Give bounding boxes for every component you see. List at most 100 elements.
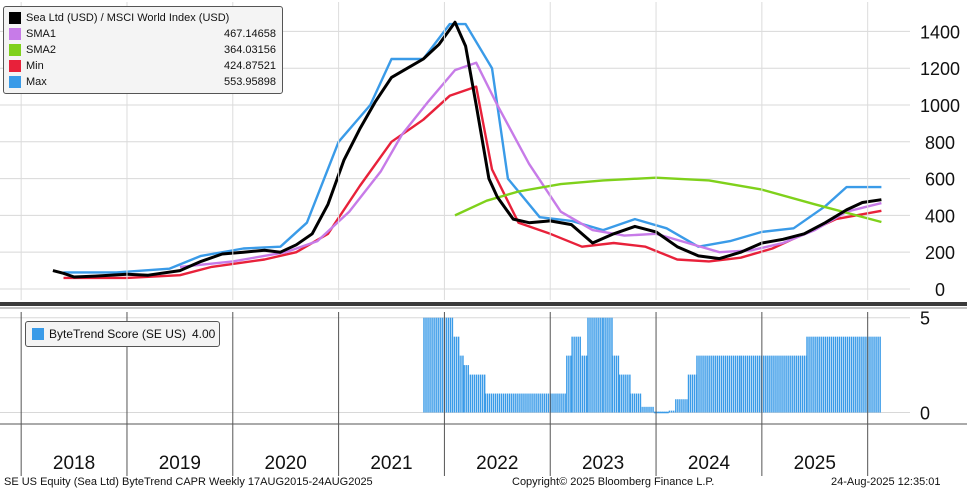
legend-item: SMA2 364.03156 [4, 42, 282, 58]
score-bar [471, 374, 474, 413]
x-tick-label: 2024 [688, 453, 731, 474]
legend-item: Max 553.95898 [4, 74, 282, 90]
score-bar [785, 355, 787, 413]
x-tick-label: 2023 [582, 453, 624, 474]
score-bar [681, 399, 683, 413]
score-bar [646, 406, 648, 413]
legend-swatch [9, 44, 21, 56]
score-bar [740, 355, 743, 413]
score-legend: ByteTrend Score (SE US) 4.00 [25, 321, 221, 347]
score-legend-value: 4.00 [191, 327, 216, 341]
score-bar [589, 317, 591, 413]
score-bar [623, 374, 625, 413]
score-bar [484, 393, 487, 413]
score-bar [502, 393, 505, 413]
score-bar [765, 355, 767, 413]
score-bar [648, 406, 650, 413]
score-bar [462, 355, 464, 413]
score-bar [816, 336, 818, 413]
score-bar [441, 317, 443, 413]
score-bar [629, 393, 632, 413]
score-bar [698, 355, 700, 413]
score-bar [687, 374, 690, 413]
score-bar [642, 406, 644, 413]
legend-rows: Sea Ltd (USD) / MSCI World Index (USD) SM… [4, 10, 282, 90]
score-bar [583, 355, 586, 413]
score-bar [531, 393, 533, 413]
score-bar [720, 355, 723, 413]
score-bar [575, 336, 577, 413]
legend-value: 553.95898 [224, 76, 276, 88]
price-legend: Sea Ltd (USD) / MSCI World Index (USD) SM… [3, 6, 283, 94]
main-y-tick-label: 400 [925, 206, 955, 226]
score-bar [746, 355, 749, 413]
score-bar [750, 355, 753, 413]
score-bar [570, 355, 572, 413]
score-bar [506, 393, 509, 413]
score-bar [832, 336, 835, 413]
score-bar [469, 374, 472, 413]
footer-right: 24-Aug-2025 12:35:01 [831, 476, 941, 488]
score-bar [851, 336, 853, 413]
score-bar [710, 355, 712, 413]
legend-label: SMA1 [26, 28, 56, 40]
score-bar [625, 374, 627, 413]
score-bar [479, 374, 482, 413]
score-bar [619, 374, 621, 413]
score-bar [789, 355, 791, 413]
score-bar [556, 393, 558, 413]
score-bar [577, 336, 579, 413]
score-bar [863, 336, 865, 413]
score-bar [597, 317, 599, 413]
legend-value: 364.03156 [224, 44, 276, 56]
x-tick-label: 2020 [265, 453, 307, 474]
score-bar [560, 393, 562, 413]
score-bar [562, 393, 564, 413]
score-bar [523, 393, 525, 413]
score-bar [611, 355, 614, 413]
score-bar [437, 317, 439, 413]
score-bar [517, 393, 519, 413]
legend-value: 424.87521 [224, 60, 276, 72]
score-y-axis: 05 [920, 309, 930, 424]
legend-swatch [9, 28, 21, 40]
score-bar [571, 336, 573, 413]
score-bar [521, 393, 523, 413]
score-bar [738, 355, 741, 413]
legend-label: Max [26, 76, 47, 88]
legend-swatch [9, 60, 21, 72]
score-bar [427, 317, 429, 413]
score-bar [617, 355, 620, 413]
score-bar [744, 355, 747, 413]
score-bar [758, 355, 761, 413]
series-line-max [63, 22, 882, 274]
score-y-tick-label: 5 [920, 309, 930, 329]
legend-label: Sea Ltd (USD) / MSCI World Index (USD) [26, 12, 230, 24]
score-bar [826, 336, 829, 413]
score-bar [808, 336, 810, 413]
score-bar [496, 393, 499, 413]
score-bar [467, 374, 470, 413]
score-bar [552, 393, 554, 413]
score-bar [492, 393, 495, 413]
score-legend-label: ByteTrend Score (SE US) [49, 327, 186, 341]
score-bar [550, 393, 552, 413]
score-bar [865, 336, 867, 413]
score-bar [728, 355, 731, 413]
score-bar [767, 355, 769, 413]
score-bar [465, 365, 467, 413]
score-bar [706, 355, 708, 413]
score-bar [859, 336, 861, 413]
score-bar [439, 317, 441, 413]
score-bar [857, 336, 859, 413]
legend-item: SMA1 467.14658 [4, 26, 282, 42]
main-y-tick-label: 1200 [920, 59, 960, 79]
score-bar [564, 393, 566, 413]
score-bar [429, 317, 431, 413]
score-bar [718, 355, 721, 413]
score-bar [871, 336, 873, 413]
score-bar [783, 355, 785, 413]
score-bar [879, 336, 881, 413]
score-bar [640, 406, 642, 413]
main-y-tick-label: 0 [935, 280, 945, 300]
